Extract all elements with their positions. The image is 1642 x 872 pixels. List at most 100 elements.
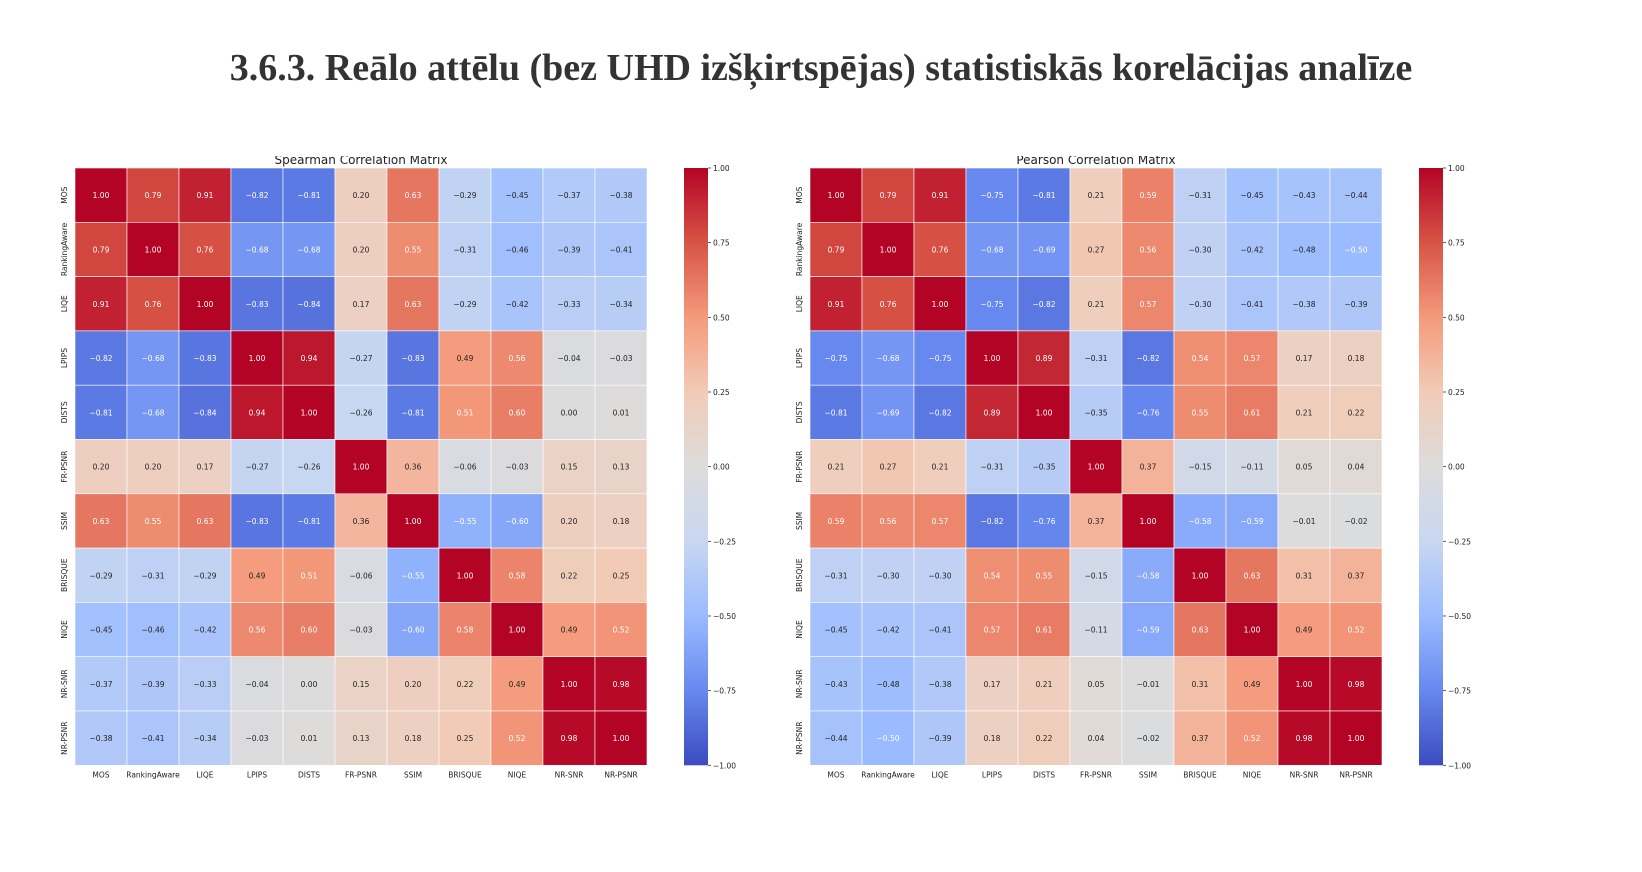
spearman-cell-label-3-9: −0.04 — [558, 354, 581, 363]
pearson-cell-8-4 — [1017, 602, 1071, 657]
spearman-cell-label-4-8: 0.60 — [509, 408, 526, 417]
pearson-cell-1-7 — [1173, 222, 1227, 277]
spearman-cell-5-1 — [126, 439, 180, 495]
pearson-cell-label-3-9: 0.17 — [1296, 354, 1313, 363]
spearman-cell-label-6-10: 0.18 — [613, 517, 630, 526]
spearman-x-tick-label-3: LPIPS — [247, 770, 267, 779]
spearman-cell-label-5-2: 0.17 — [197, 463, 214, 472]
pearson-cell-label-9-8: 0.49 — [1244, 680, 1261, 689]
spearman-cell-9-4 — [282, 656, 336, 712]
pearson-cell-label-3-5: −0.31 — [1085, 354, 1108, 363]
spearman-cell-label-4-9: 0.00 — [561, 408, 578, 417]
pearson-cell-6-1 — [861, 493, 915, 549]
spearman-x-tick-label-10: NR-PSNR — [604, 770, 637, 779]
spearman-cell-5-5 — [334, 439, 388, 495]
spearman-cell-0-0 — [74, 167, 128, 223]
spearman-cell-label-6-0: 0.63 — [93, 517, 110, 526]
spearman-cell-label-6-1: 0.55 — [145, 517, 162, 526]
spearman-cell-label-8-6: −0.60 — [402, 626, 425, 635]
pearson-y-tick-label-8: NIQE — [795, 620, 804, 639]
pearson-cell-label-2-1: 0.76 — [880, 300, 897, 309]
pearson-cell-label-0-6: 0.59 — [1140, 191, 1157, 200]
spearman-cell-1-6 — [386, 222, 440, 277]
spearman-cell-label-6-6: 1.00 — [405, 517, 422, 526]
spearman-cell-7-0 — [74, 547, 128, 603]
pearson-cell-0-0 — [809, 167, 863, 223]
pearson-cell-10-3 — [965, 710, 1019, 766]
spearman-cell-10-6 — [386, 710, 440, 766]
spearman-cell-label-3-6: −0.83 — [402, 354, 425, 363]
pearson-cell-0-1 — [861, 167, 915, 223]
spearman-cell-label-4-1: −0.68 — [142, 408, 165, 417]
spearman-cell-label-9-1: −0.39 — [142, 680, 165, 689]
spearman-y-tick-label-7: BRISQUE — [60, 558, 69, 592]
spearman-y-tick-label-2: LIQE — [60, 295, 69, 312]
pearson-cell-9-6 — [1121, 656, 1175, 712]
pearson-cell-4-6 — [1121, 384, 1175, 440]
pearson-cell-0-9 — [1277, 167, 1331, 223]
spearman-colorbar-tick-label-2: 0.50 — [713, 313, 730, 322]
pearson-x-tick-label-3: LPIPS — [982, 770, 1002, 779]
spearman-cell-label-5-10: 0.13 — [613, 463, 630, 472]
spearman-y-tick-label-0: MOS — [60, 186, 69, 203]
pearson-cell-label-8-9: 0.49 — [1296, 626, 1313, 635]
pearson-cell-label-0-10: −0.44 — [1345, 191, 1368, 200]
pearson-cell-label-2-5: 0.21 — [1088, 300, 1105, 309]
pearson-y-tick-label-1: RankingAware — [795, 222, 804, 276]
spearman-colorbar-tick-label-0: 1.00 — [713, 164, 730, 173]
pearson-cell-1-2 — [913, 222, 967, 277]
pearson-cell-label-4-9: 0.21 — [1296, 408, 1313, 417]
spearman-cell-8-7 — [438, 602, 492, 657]
pearson-cell-label-3-10: 0.18 — [1348, 354, 1365, 363]
spearman-cell-6-9 — [542, 493, 596, 549]
spearman-cell-label-1-4: −0.68 — [298, 245, 321, 254]
pearson-cell-label-5-4: −0.35 — [1033, 463, 1056, 472]
pearson-cell-label-10-9: 0.98 — [1296, 734, 1313, 743]
pearson-colorbar-tick-label-7: −0.75 — [1448, 687, 1471, 696]
pearson-cell-10-10 — [1329, 710, 1383, 766]
pearson-cell-label-5-6: 0.37 — [1140, 463, 1157, 472]
pearson-cell-0-6 — [1121, 167, 1175, 223]
spearman-cell-label-10-8: 0.52 — [509, 734, 526, 743]
spearman-cell-4-6 — [386, 384, 440, 440]
spearman-cell-7-6 — [386, 547, 440, 603]
pearson-cell-5-3 — [965, 439, 1019, 495]
pearson-cell-3-1 — [861, 330, 915, 386]
spearman-cell-label-6-7: −0.55 — [454, 517, 477, 526]
spearman-colorbar-tick-label-5: −0.25 — [713, 537, 736, 546]
spearman-cell-label-0-1: 0.79 — [145, 191, 162, 200]
pearson-cell-label-2-6: 0.57 — [1140, 300, 1157, 309]
pearson-cell-label-9-6: −0.01 — [1137, 680, 1160, 689]
spearman-cell-label-7-10: 0.25 — [613, 571, 630, 580]
spearman-cell-4-3 — [230, 384, 284, 440]
pearson-x-tick-label-9: NR-SNR — [1290, 770, 1319, 779]
spearman-cell-label-3-3: 1.00 — [249, 354, 266, 363]
pearson-cell-label-5-7: −0.15 — [1189, 463, 1212, 472]
spearman-cell-5-10 — [594, 439, 648, 495]
pearson-cell-label-10-1: −0.50 — [877, 734, 900, 743]
spearman-cell-3-1 — [126, 330, 180, 386]
pearson-cell-label-10-6: −0.02 — [1137, 734, 1160, 743]
spearman-cell-label-1-6: 0.55 — [405, 245, 422, 254]
pearson-cell-label-6-7: −0.58 — [1189, 517, 1212, 526]
pearson-cell-label-1-9: −0.48 — [1293, 245, 1316, 254]
spearman-cell-8-9 — [542, 602, 596, 657]
pearson-colorbar-tick-label-3: 0.25 — [1448, 388, 1465, 397]
spearman-cell-label-0-4: −0.81 — [298, 191, 321, 200]
pearson-cell-label-3-7: 0.54 — [1192, 354, 1209, 363]
pearson-x-tick-label-6: SSIM — [1139, 770, 1157, 779]
pearson-cell-label-5-5: 1.00 — [1088, 463, 1105, 472]
pearson-cell-label-0-5: 0.21 — [1088, 191, 1105, 200]
pearson-cell-6-10 — [1329, 493, 1383, 549]
spearman-cell-label-4-2: −0.84 — [194, 408, 217, 417]
spearman-cell-9-0 — [74, 656, 128, 712]
spearman-cell-label-6-4: −0.81 — [298, 517, 321, 526]
pearson-cell-2-9 — [1277, 276, 1331, 332]
spearman-chart-title: Spearman Correlation Matrix — [275, 156, 448, 167]
pearson-cell-3-0 — [809, 330, 863, 386]
spearman-cell-label-6-5: 0.36 — [353, 517, 370, 526]
pearson-x-tick-label-0: MOS — [827, 770, 844, 779]
spearman-cell-label-5-7: −0.06 — [454, 463, 477, 472]
pearson-cell-label-6-6: 1.00 — [1140, 517, 1157, 526]
spearman-cell-7-1 — [126, 547, 180, 603]
